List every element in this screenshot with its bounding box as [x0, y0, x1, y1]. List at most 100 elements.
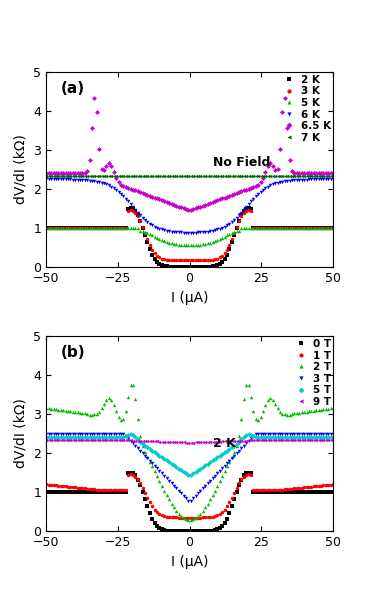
2 T: [246, 381, 251, 389]
9 T: [205, 439, 210, 446]
9 T: [104, 436, 109, 444]
2 T: [104, 396, 109, 404]
5 T: [186, 472, 191, 479]
6.5 K: [331, 170, 335, 177]
6 K: [273, 180, 278, 187]
6.5 K: [208, 199, 212, 207]
Line: 3 T: 3 T: [44, 432, 335, 503]
9 T: [121, 437, 125, 444]
6 K: [121, 193, 125, 200]
5 K: [104, 224, 109, 232]
5 T: [246, 431, 251, 438]
Legend: 2 K, 3 K, 5 K, 6 K, 6.5 K, 7 K: 2 K, 3 K, 5 K, 6 K, 6.5 K, 7 K: [281, 75, 331, 143]
2 K: [128, 205, 133, 212]
Line: 3 K: 3 K: [44, 208, 335, 262]
2 T: [186, 516, 191, 523]
2 T: [244, 381, 249, 389]
3 K: [186, 257, 191, 264]
2 K: [275, 224, 280, 232]
6.5 K: [92, 95, 97, 102]
5 K: [121, 224, 125, 232]
1 T: [331, 481, 335, 488]
6 K: [44, 176, 48, 183]
6 K: [104, 181, 109, 188]
3 T: [121, 430, 125, 437]
7 K: [321, 173, 326, 180]
3 T: [186, 497, 191, 504]
0 T: [104, 488, 109, 496]
7 K: [270, 173, 275, 180]
2 T: [44, 405, 48, 412]
1 T: [121, 487, 125, 494]
1 T: [246, 471, 251, 478]
7 K: [44, 173, 48, 180]
2 K: [121, 224, 125, 232]
6.5 K: [246, 185, 251, 192]
2 T: [326, 405, 330, 413]
5 T: [331, 434, 335, 441]
6.5 K: [275, 165, 280, 173]
5 K: [331, 224, 335, 232]
0 T: [326, 488, 330, 496]
6 K: [323, 176, 328, 183]
5 K: [323, 224, 328, 232]
2 K: [326, 224, 330, 232]
0 T: [186, 528, 191, 535]
3 K: [246, 207, 251, 214]
5 T: [275, 434, 280, 441]
5 K: [205, 240, 210, 247]
3 K: [326, 224, 330, 232]
0 T: [128, 469, 133, 476]
7 K: [331, 173, 335, 180]
5 K: [273, 224, 278, 232]
6 K: [331, 176, 335, 183]
3 K: [121, 224, 125, 232]
9 T: [323, 436, 328, 444]
7 K: [242, 173, 246, 180]
9 T: [44, 436, 48, 444]
2 T: [331, 405, 335, 412]
1 T: [104, 487, 109, 494]
0 T: [208, 527, 212, 534]
Text: 2 K: 2 K: [212, 438, 235, 450]
3 T: [44, 430, 48, 437]
Y-axis label: dV/dI (kΩ): dV/dI (kΩ): [14, 134, 28, 204]
1 T: [186, 514, 191, 521]
Line: 5 T: 5 T: [44, 433, 335, 477]
6.5 K: [124, 183, 128, 190]
0 T: [121, 488, 125, 496]
3 T: [323, 430, 328, 437]
0 T: [44, 488, 48, 496]
5 T: [104, 434, 109, 441]
Line: 6 K: 6 K: [44, 177, 335, 235]
9 T: [186, 439, 191, 446]
5 K: [44, 224, 48, 232]
Line: 2 K: 2 K: [44, 207, 335, 269]
9 T: [244, 437, 249, 444]
9 T: [331, 436, 335, 444]
2 T: [205, 500, 210, 507]
Line: 7 K: 7 K: [44, 175, 335, 179]
3 K: [275, 224, 280, 232]
1 T: [128, 471, 133, 478]
7 K: [104, 173, 109, 180]
Text: (b): (b): [61, 346, 85, 361]
3 T: [273, 430, 278, 437]
3 K: [331, 224, 335, 232]
1 T: [326, 481, 330, 488]
3 T: [205, 479, 210, 487]
1 T: [208, 513, 212, 521]
2 K: [246, 205, 251, 212]
6.5 K: [107, 159, 111, 167]
3 K: [104, 224, 109, 232]
3 T: [331, 430, 335, 437]
1 T: [44, 481, 48, 488]
0 T: [275, 488, 280, 496]
6 K: [205, 228, 210, 235]
Line: 1 T: 1 T: [44, 473, 335, 519]
5 T: [326, 434, 330, 441]
5 T: [128, 431, 133, 438]
Line: 5 K: 5 K: [44, 226, 335, 247]
5 K: [244, 224, 249, 232]
6 K: [244, 204, 249, 211]
